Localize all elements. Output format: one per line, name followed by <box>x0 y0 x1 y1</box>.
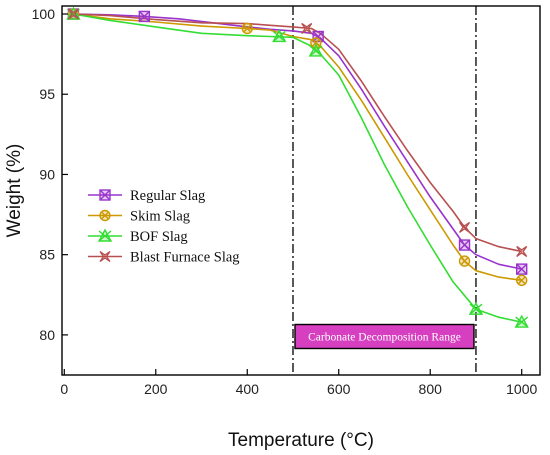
data-point <box>458 221 471 233</box>
data-point <box>99 209 111 222</box>
data-point <box>514 314 529 328</box>
x-tick-label: 800 <box>419 381 443 397</box>
data-point <box>516 274 528 287</box>
legend-item: Skim Slag <box>88 209 190 225</box>
tick-layer: 0 200 400 600 800 1000 80 85 90 95 100 <box>32 6 538 397</box>
x-tick-label: 600 <box>327 381 351 397</box>
x-axis-label: Temperature (°C) <box>228 430 374 451</box>
legend-label: Blast Furnace Slag <box>130 250 240 266</box>
x-tick-label: 0 <box>60 381 68 397</box>
annotation-layer: Carbonate Decomposition Range <box>294 323 475 350</box>
data-point <box>97 228 113 242</box>
y-tick-label: 90 <box>39 166 55 182</box>
plot-frame <box>61 5 541 376</box>
data-point <box>138 10 151 23</box>
data-point <box>272 29 287 43</box>
legend-label: Skim Slag <box>130 209 190 225</box>
marker-layer <box>66 6 529 328</box>
legend: Regular Slag Skim Slag BOF Slag Blast Furna… <box>88 188 240 266</box>
series-line <box>73 13 522 253</box>
data-point <box>308 43 324 57</box>
legend-item: Blast Furnace Slag <box>88 250 240 266</box>
x-tick-label: 1000 <box>506 381 537 397</box>
x-tick-label: 200 <box>144 381 168 397</box>
y-tick-label: 95 <box>39 86 55 102</box>
legend-item: BOF Slag <box>88 228 188 245</box>
data-point <box>468 301 484 315</box>
data-point <box>99 189 111 201</box>
data-point <box>99 250 111 263</box>
y-tick-label: 100 <box>32 6 56 22</box>
data-point <box>67 8 79 20</box>
annotation-text: Carbonate Decomposition Range <box>308 331 461 343</box>
range-lines <box>292 6 477 375</box>
legend-label: BOF Slag <box>130 229 188 245</box>
data-point <box>458 255 471 267</box>
x-tick-label: 400 <box>236 381 260 397</box>
data-point <box>301 22 313 34</box>
data-point <box>241 22 253 35</box>
y-tick-label: 85 <box>39 247 55 263</box>
y-axis-label: Weight (%) <box>4 144 25 238</box>
series-line <box>73 13 522 323</box>
legend-item: Regular Slag <box>88 188 205 204</box>
data-point <box>310 37 322 49</box>
data-point <box>516 245 528 257</box>
data-point <box>516 263 528 275</box>
annotation-box <box>294 323 475 350</box>
y-tick-label: 80 <box>39 327 55 343</box>
legend-label: Regular Slag <box>130 188 205 204</box>
data-point <box>458 239 471 251</box>
